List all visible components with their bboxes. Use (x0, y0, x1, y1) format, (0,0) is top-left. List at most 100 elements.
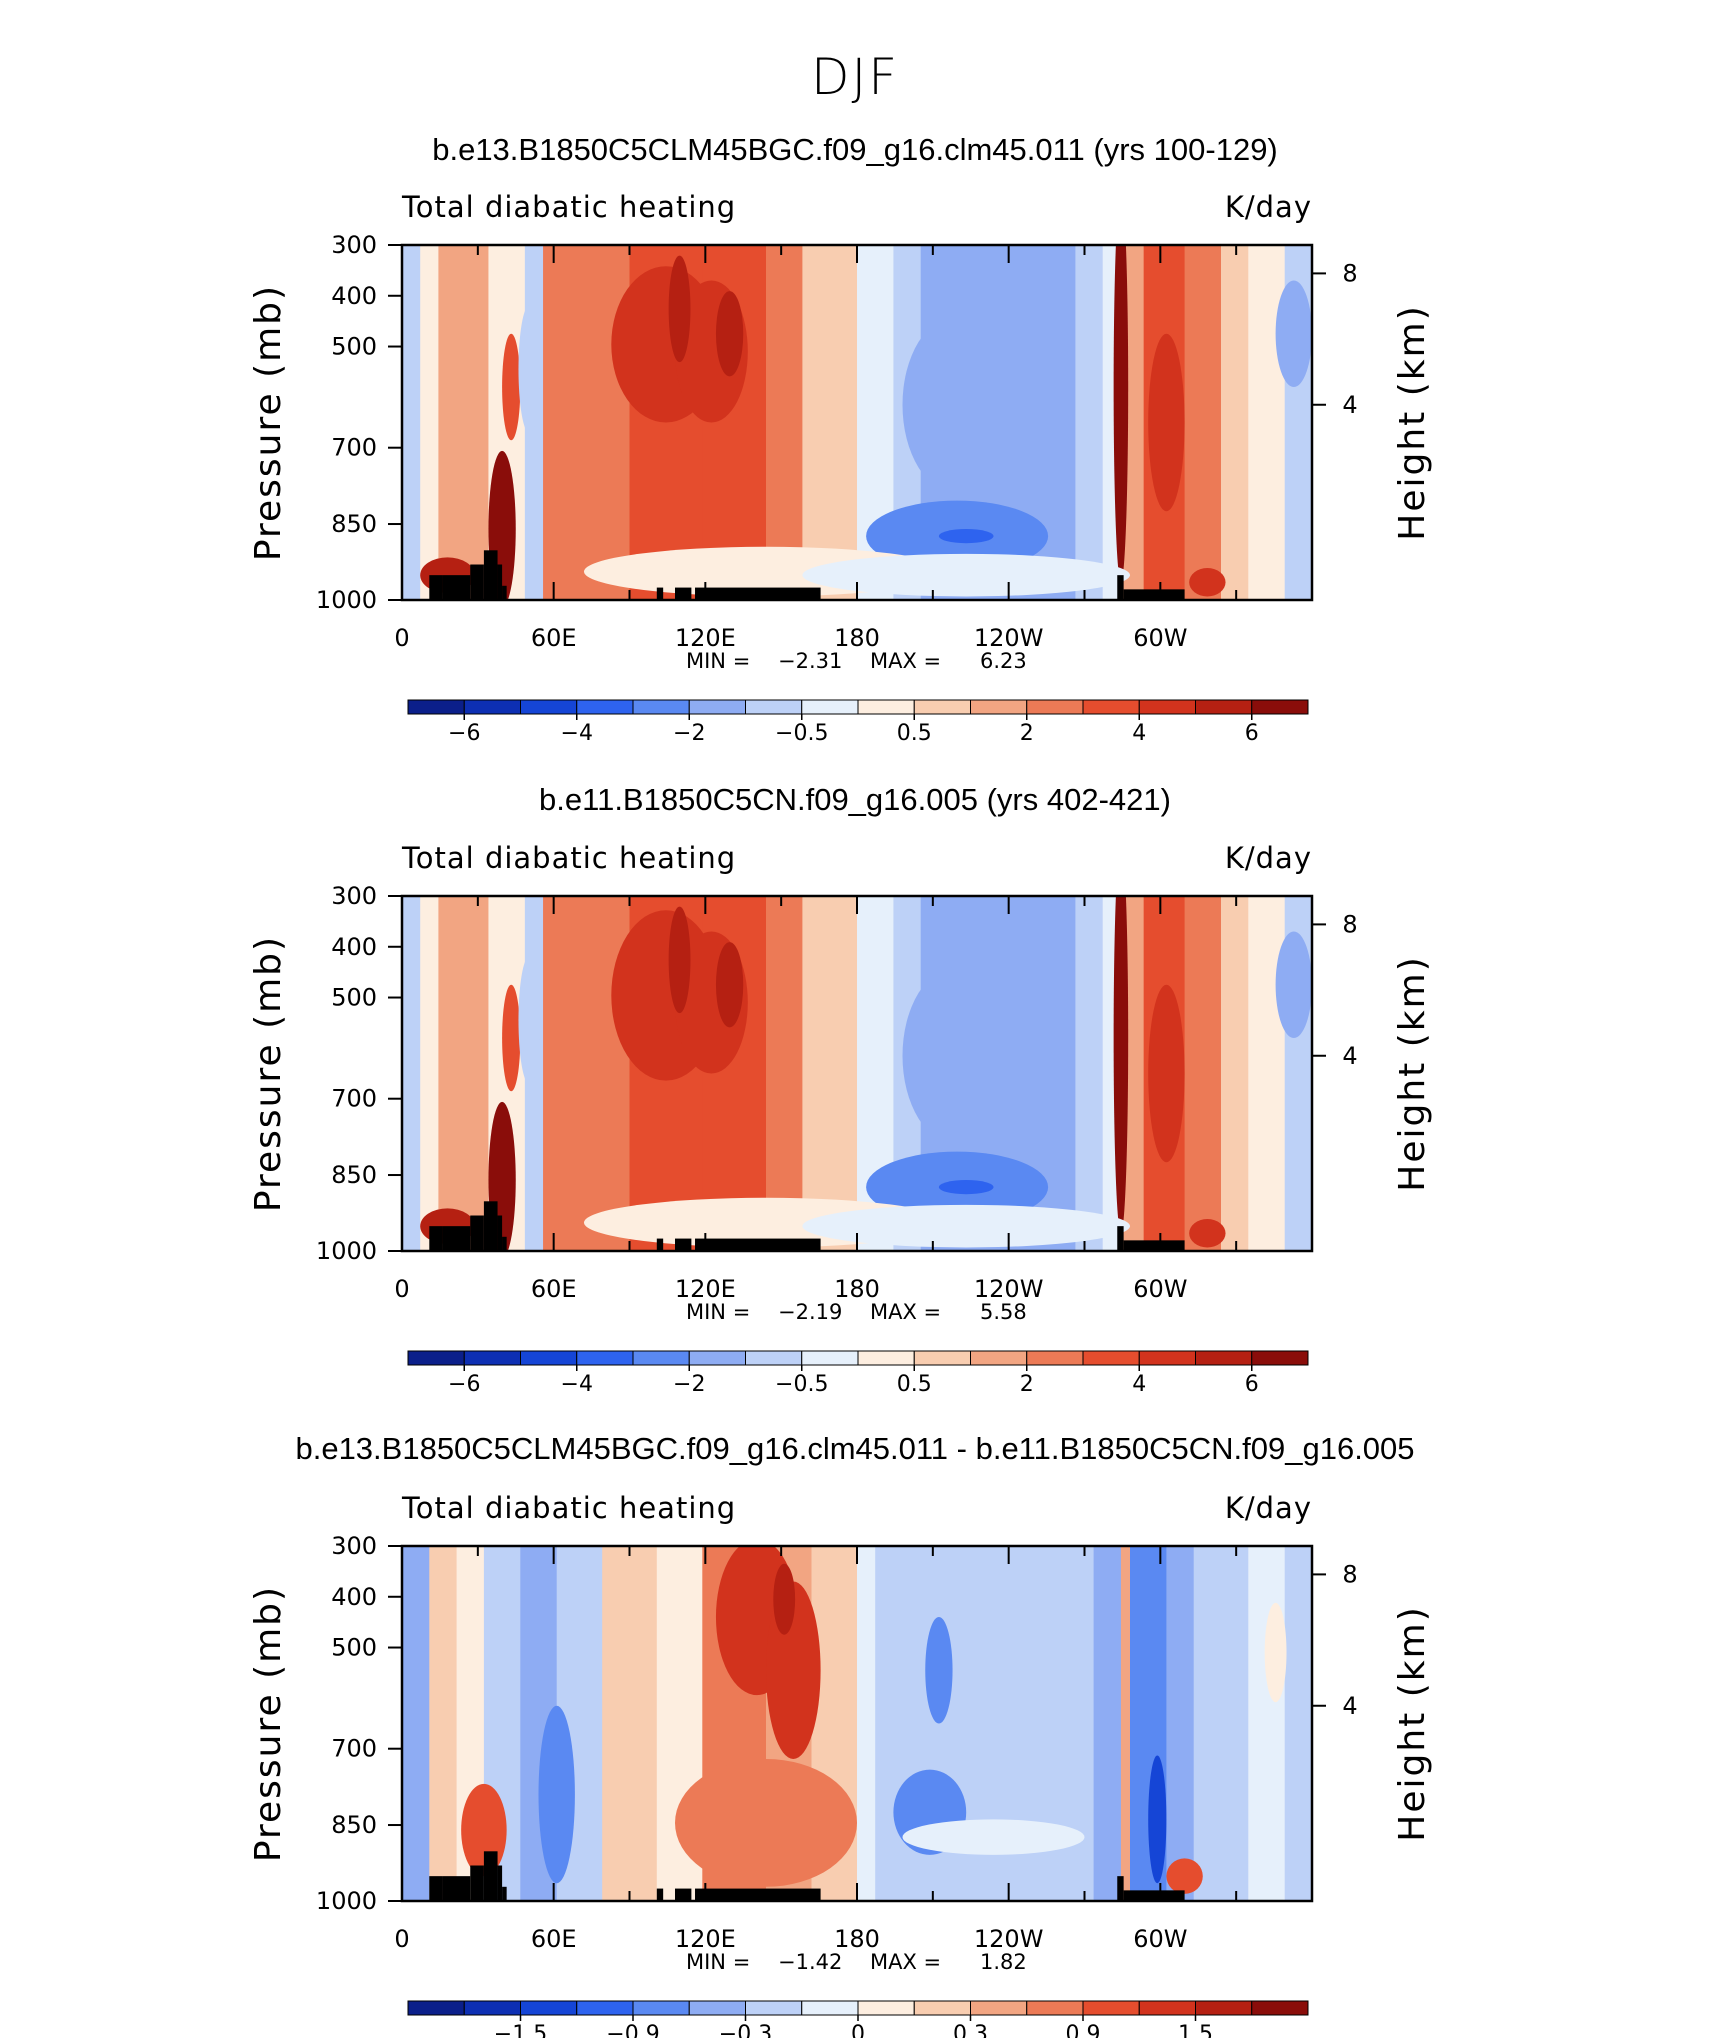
topography-mask (695, 1888, 821, 1901)
colorbar-box (688, 699, 746, 715)
min-value: −1.42 (778, 1950, 842, 1974)
colorbar-box (913, 699, 971, 715)
topography-mask (442, 1876, 471, 1901)
main-title: DJF (810, 48, 899, 106)
colorbar-box (632, 1350, 690, 1366)
colorbar-box (407, 1350, 465, 1366)
contour-band (438, 896, 490, 1251)
panel-title: b.e13.B1850C5CLM45BGC.f09_g16.clm45.011 … (295, 1431, 1415, 1466)
y-axis-title: Pressure (mb) (248, 284, 289, 561)
y-tick-label: 500 (331, 1634, 377, 1662)
colorbar-label: −0.9 (606, 2022, 659, 2038)
x-tick-label: 120W (974, 624, 1044, 652)
contour-blob (902, 1819, 1085, 1855)
max-value: 6.23 (980, 649, 1027, 673)
panel-plot-1: 300 400 500 700 850 1000 8 4 0 60E 120E 180 120W 60W P… (248, 190, 1433, 746)
colorbar-box (970, 1350, 1028, 1366)
contour-band (1193, 1546, 1250, 1901)
contour-blob (1148, 984, 1185, 1163)
colorbar-box (801, 699, 859, 715)
x-tick-label: 120E (675, 1275, 736, 1303)
contour-band (1166, 1546, 1195, 1901)
x-tick-label: 60E (531, 1925, 577, 1953)
colorbar-box (1082, 699, 1140, 715)
topography-mask (675, 587, 692, 600)
max-value: 1.82 (980, 1950, 1027, 1974)
contour-band (802, 245, 858, 600)
colorbar-box (801, 2000, 859, 2016)
left-string: Total diabatic heating (401, 841, 736, 875)
contour-band (420, 896, 440, 1251)
right-string: K/day (1225, 1491, 1312, 1525)
y-right-tick-label: 4 (1342, 1692, 1357, 1720)
contour-blob (773, 1563, 796, 1635)
y-tick-label: 500 (331, 333, 377, 361)
topography-mask (483, 1201, 498, 1251)
contour-blob (938, 529, 994, 544)
topography-mask (470, 564, 484, 600)
min-label: MIN = (686, 649, 750, 673)
x-tick-label: 0 (394, 624, 409, 652)
contour-blob (938, 1180, 994, 1195)
colorbar-label: −1.5 (494, 2022, 547, 2038)
y-tick-label: 300 (331, 882, 377, 910)
y-tick-label: 300 (331, 231, 377, 259)
colorbar-label: 0.9 (1066, 2022, 1101, 2038)
contour-blob (675, 1759, 857, 1887)
contour-band (766, 896, 804, 1251)
topography-mask (1123, 589, 1185, 600)
min-value: −2.19 (778, 1300, 842, 1324)
topography-mask (470, 1215, 484, 1251)
topography-mask (656, 1888, 664, 1901)
panel-title: b.e13.B1850C5CLM45BGC.f09_g16.clm45.011 … (432, 132, 1278, 167)
contour-blob (1113, 245, 1129, 583)
topography-mask (483, 1851, 498, 1901)
contour-band (1221, 245, 1250, 600)
topography-mask (695, 587, 821, 600)
colorbar-label: −6 (448, 721, 480, 746)
contour-blob (502, 333, 521, 441)
y-right-axis-title: Height (km) (1392, 955, 1433, 1191)
colorbar-box (1251, 2000, 1309, 2016)
colorbar-label: 6 (1245, 1372, 1259, 1397)
y-tick-label: 1000 (316, 1237, 377, 1265)
colorbar-label: −0.5 (775, 721, 828, 746)
colorbar-label: −6 (448, 1372, 480, 1397)
colorbar-box (745, 699, 803, 715)
colorbar-box (857, 1350, 915, 1366)
max-label: MAX = (870, 1950, 941, 1974)
colorbar-label: 4 (1132, 1372, 1146, 1397)
colorbar-box (1026, 1350, 1084, 1366)
topography-mask (497, 1215, 503, 1251)
topography-mask (497, 1865, 503, 1901)
colorbar-label: 2 (1020, 721, 1034, 746)
colorbar-label: 0.5 (897, 1372, 932, 1397)
colorbar-box (463, 2000, 521, 2016)
x-tick-label: 120W (974, 1925, 1044, 1953)
topography-mask (1117, 575, 1124, 600)
colorbar-box (688, 2000, 746, 2016)
y-tick-label: 700 (331, 434, 377, 462)
colorbar-box (520, 2000, 578, 2016)
colorbar-box (632, 699, 690, 715)
contour-band (1075, 245, 1104, 600)
colorbar-box (520, 699, 578, 715)
topography-mask (1123, 1890, 1185, 1901)
colorbar-box (1251, 699, 1309, 715)
y-tick-label: 400 (331, 282, 377, 310)
colorbar-box (463, 699, 521, 715)
y-tick-label: 400 (331, 933, 377, 961)
colorbar-box (576, 2000, 634, 2016)
max-value: 5.58 (980, 1300, 1027, 1324)
topography-mask (675, 1238, 692, 1251)
contour-band (402, 245, 422, 600)
y-tick-label: 850 (331, 1161, 377, 1189)
topography-mask (429, 1876, 443, 1901)
colorbar-box (1138, 1350, 1196, 1366)
contour-band (1248, 1546, 1286, 1901)
x-tick-label: 60E (531, 1275, 577, 1303)
colorbar-box (576, 699, 634, 715)
y-right-tick-label: 4 (1342, 1042, 1357, 1070)
contour-band (438, 245, 490, 600)
y-right-tick-label: 8 (1342, 259, 1357, 287)
